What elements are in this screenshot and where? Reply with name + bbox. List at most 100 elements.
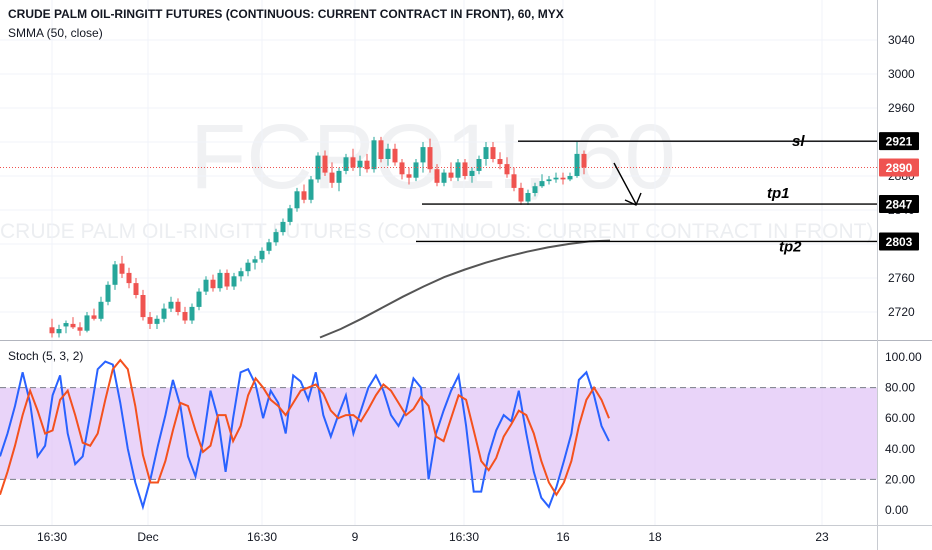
candle-body	[343, 157, 349, 171]
candle-body	[385, 148, 391, 159]
candle-body	[119, 263, 125, 274]
candle-body	[294, 191, 300, 209]
candle-body	[126, 272, 132, 284]
candle-body	[308, 179, 314, 200]
level-label-sl: sl	[792, 133, 805, 150]
time-tick-label: 16	[556, 530, 570, 544]
candle-body	[371, 140, 377, 170]
candle-body	[462, 162, 468, 176]
candle-body	[539, 181, 545, 187]
candle-body	[77, 327, 83, 331]
candle-body	[532, 186, 538, 193]
price-badge-bg	[879, 232, 919, 251]
stoch-axis[interactable]: 100.00 80.00 60.00 40.00 20.00 0.00	[885, 350, 922, 517]
candle-body	[322, 155, 328, 173]
candle-body	[133, 283, 139, 295]
candle-body	[378, 140, 384, 159]
candle-body	[161, 308, 167, 319]
candle-body	[238, 271, 244, 277]
candle-body	[49, 327, 55, 334]
candle-body	[56, 329, 62, 334]
level-label-tp2: tp2	[779, 238, 802, 255]
candle-body	[511, 174, 517, 188]
price-badge: 2890	[879, 158, 919, 177]
price-tick-label: 3040	[888, 33, 915, 47]
candle-body	[140, 295, 146, 318]
time-tick-label: 16:30	[449, 530, 479, 544]
candle-body	[420, 147, 426, 163]
candle-body	[273, 232, 279, 243]
price-badge-label: 2890	[886, 161, 913, 175]
candle-body	[574, 153, 580, 176]
candle-body	[357, 160, 363, 168]
stoch-tick-label: 100.00	[885, 350, 922, 364]
stoch-tick-label: 0.00	[885, 503, 909, 517]
price-badge-label: 2921	[886, 135, 913, 149]
candle-body	[70, 323, 76, 328]
price-tick-label: 2720	[888, 305, 915, 319]
price-tick-label: 2960	[888, 101, 915, 115]
candle-body	[490, 147, 496, 159]
price-axis[interactable]: 3040300029602920288028402800276027202921…	[879, 33, 919, 319]
time-tick-label: 16:30	[37, 530, 67, 544]
price-badge: 2921	[879, 132, 919, 151]
candle-body	[483, 147, 489, 159]
time-tick-label: 18	[648, 530, 662, 544]
arrow-head-icon	[624, 192, 642, 206]
candle-body	[175, 301, 181, 312]
price-badge-label: 2803	[886, 235, 913, 249]
candle-body	[280, 221, 286, 233]
candle-body	[231, 276, 237, 287]
candle-body	[98, 301, 104, 319]
candle-body	[399, 162, 405, 175]
price-badge-bg	[879, 195, 919, 214]
time-tick-label: Dec	[137, 530, 158, 544]
smma-line	[319, 239, 611, 339]
candle-body	[154, 318, 160, 324]
time-tick-label: 23	[815, 530, 829, 544]
candle-body	[469, 170, 475, 176]
candle-body	[392, 148, 398, 163]
time-axis[interactable]: 16:30 Dec 16:30 9 16:30 16 18 23	[37, 530, 829, 544]
stoch-line-d	[0, 358, 610, 497]
stoch-pane[interactable]	[0, 358, 877, 511]
candle-body	[105, 284, 111, 302]
candle-body	[287, 208, 293, 222]
time-tick-label: 16:30	[247, 530, 277, 544]
candle-body	[434, 169, 440, 183]
candle-body	[84, 315, 90, 331]
indicator-legend-smma[interactable]: SMMA (50, close)	[8, 26, 103, 40]
candle-body	[217, 272, 223, 289]
price-tick-label: 3000	[888, 67, 915, 81]
candle-body	[329, 172, 335, 183]
price-badge-bg	[879, 132, 919, 151]
price-pane[interactable]	[0, 0, 877, 525]
candle-body	[504, 164, 510, 175]
stoch-tick-label: 40.00	[885, 442, 915, 456]
candle-body	[455, 162, 461, 178]
stoch-tick-label: 80.00	[885, 381, 915, 395]
candle-body	[525, 193, 531, 202]
candle-body	[350, 157, 356, 168]
candle-body	[301, 191, 307, 200]
candle-body	[427, 147, 433, 170]
stoch-tick-label: 20.00	[885, 472, 915, 486]
price-badge-label: 2847	[886, 198, 913, 212]
candle-body	[112, 264, 118, 285]
price-badge-bg	[879, 158, 919, 177]
candle-body	[553, 177, 559, 180]
indicator-legend-stoch[interactable]: Stoch (5, 3, 2)	[8, 349, 84, 363]
price-badge: 2803	[879, 232, 919, 251]
candle-body	[224, 272, 230, 287]
stoch-tick-label: 60.00	[885, 411, 915, 425]
candle-body	[364, 160, 370, 170]
level-label-tp1: tp1	[767, 185, 790, 202]
candle-body	[63, 323, 69, 327]
candle-body	[245, 262, 251, 272]
watermark-symbol: FCPO1!, 60	[190, 106, 676, 208]
arrow-icon	[613, 162, 637, 205]
price-tick-label: 2760	[888, 271, 915, 285]
candle-body	[336, 170, 342, 183]
price-badge: 2847	[879, 195, 919, 214]
